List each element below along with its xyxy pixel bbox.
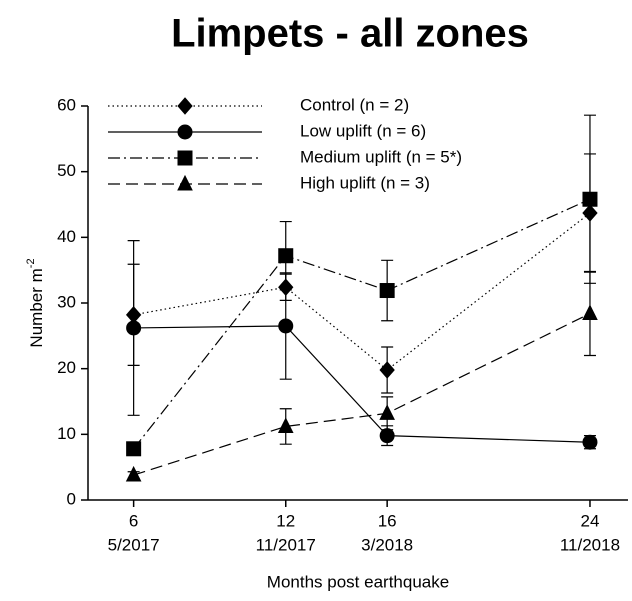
x-axis-title: Months post earthquake	[267, 572, 449, 591]
series-line	[133, 312, 591, 476]
x-tick-label: 12	[276, 511, 295, 530]
legend-label: Low uplift (n = 6)	[300, 121, 426, 140]
marker	[177, 124, 193, 140]
y-tick-label: 40	[57, 227, 76, 246]
marker	[379, 404, 395, 420]
y-tick-label: 50	[57, 161, 76, 180]
marker	[582, 434, 598, 450]
marker	[126, 320, 142, 336]
marker	[126, 441, 142, 457]
marker	[379, 428, 395, 444]
legend-label: Control (n = 2)	[300, 95, 409, 114]
y-tick-label: 30	[57, 292, 76, 311]
x-tick-sublabel: 11/2018	[560, 535, 620, 554]
x-tick-label: 16	[378, 511, 397, 530]
y-tick-label: 20	[57, 358, 76, 377]
series-line	[133, 325, 590, 443]
y-axis-title-superscript: -2	[25, 258, 37, 268]
x-tick-sublabel: 3/2018	[361, 535, 413, 554]
marker	[177, 150, 193, 166]
marker	[582, 191, 598, 207]
legend-label: High uplift (n = 3)	[300, 173, 430, 192]
x-tick-label: 24	[581, 511, 600, 530]
x-tick-sublabel: 5/2017	[108, 535, 160, 554]
marker	[177, 97, 193, 115]
series-line	[133, 212, 591, 371]
x-tick-label: 6	[129, 511, 138, 530]
marker	[125, 465, 142, 482]
marker	[278, 248, 294, 264]
y-tick-label: 0	[67, 489, 76, 508]
marker	[278, 318, 294, 334]
chart-title: Limpets - all zones	[171, 12, 529, 56]
legend-label: Medium uplift (n = 5*)	[300, 147, 462, 166]
y-axis-title-text: Number m	[27, 268, 46, 347]
series-line	[133, 198, 591, 450]
x-tick-sublabel: 11/2017	[256, 535, 316, 554]
marker	[582, 304, 598, 321]
marker	[177, 174, 193, 191]
y-tick-label: 10	[57, 424, 76, 443]
marker	[379, 361, 395, 379]
y-axis-title: Number m-2	[25, 258, 47, 347]
marker	[277, 417, 294, 433]
marker	[379, 283, 395, 299]
y-tick-label: 60	[57, 95, 76, 114]
